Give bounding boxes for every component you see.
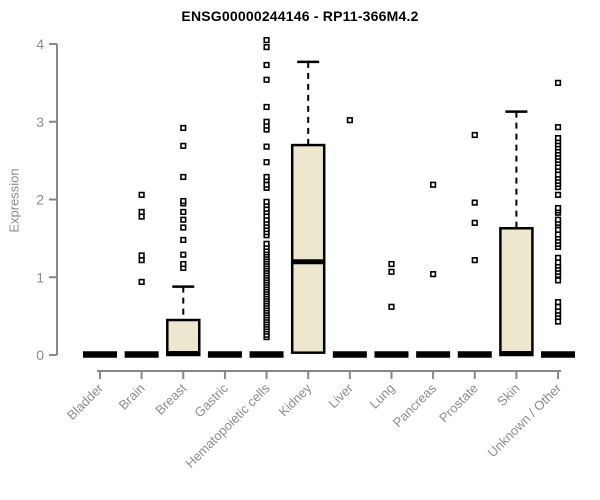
flat-box-9 [457,351,492,358]
outlier-point [263,240,270,247]
outlier-point [180,208,187,216]
x-tick-label: Gastric [191,380,231,420]
box-2 [166,318,201,357]
flat-box-6 [332,351,367,358]
outlier-point [554,216,562,223]
x-tick-label: Unknown / Other [485,380,565,460]
flat-box-11 [541,351,576,358]
outlier-point [554,204,562,212]
outlier-point [138,278,145,286]
x-tick-label: Kidney [276,380,315,419]
x-tick-label: Bladder [64,380,107,423]
flat-box-4 [249,351,284,358]
y-tick-label: 4 [36,36,44,52]
outlier-point [263,103,270,111]
y-tick-label: 3 [36,114,44,130]
flat-box-1 [124,351,159,358]
outlier-point [554,191,562,198]
y-tick-label: 2 [36,192,44,208]
outlier-point [263,118,270,125]
outlier-point [180,251,187,258]
outlier-point [263,159,270,166]
outlier-point [471,131,478,139]
flat-box-0 [83,351,117,358]
outlier-point [554,299,562,306]
x-tick-label: Brain [116,381,148,413]
outlier-point [263,44,270,51]
outlier-point [388,260,395,268]
outlier-point [180,124,187,132]
flat-box-7 [374,351,409,358]
outlier-point [263,198,270,205]
x-tick-label: Pancreas [390,380,440,430]
x-tick-label: Lung [367,381,398,412]
outlier-point [138,208,145,216]
outlier-point [263,37,270,44]
outlier-point [554,124,562,131]
outlier-point [138,191,145,198]
y-tick-label: 1 [36,269,44,285]
x-tick-label: Breast [152,380,189,417]
flat-box-8 [416,351,451,358]
box-5 [290,143,326,354]
x-tick-label: Prostate [436,381,481,426]
outlier-point [554,254,562,261]
outlier-point [388,268,395,275]
outlier-point [180,142,187,149]
outlier-point [138,252,145,259]
y-tick-label: 0 [36,347,44,363]
outlier-point [180,173,187,181]
outlier-point [471,219,478,226]
outlier-point [388,303,395,310]
outlier-point [554,79,562,86]
outlier-point [471,257,478,264]
outlier-point [263,173,270,181]
outlier-point [263,61,270,69]
x-tick-label: Skin [494,381,522,409]
outlier-point [430,271,437,278]
outlier-point [346,117,353,124]
outlier-point [180,260,187,268]
outlier-point [554,134,562,142]
box-10 [499,227,534,357]
outlier-point [180,224,187,231]
chart-title: ENSG00000244146 - RP11-366M4.2 [181,8,419,24]
outlier-point [471,199,478,206]
outlier-point [180,216,187,223]
outlier-point [263,76,270,83]
outlier-point [180,197,187,205]
outlier-point [180,236,187,244]
outlier-point [263,143,270,150]
x-tick-label: Liver [325,380,356,411]
flat-box-3 [207,351,242,358]
outlier-point [430,181,437,188]
outlier-point [554,277,562,284]
